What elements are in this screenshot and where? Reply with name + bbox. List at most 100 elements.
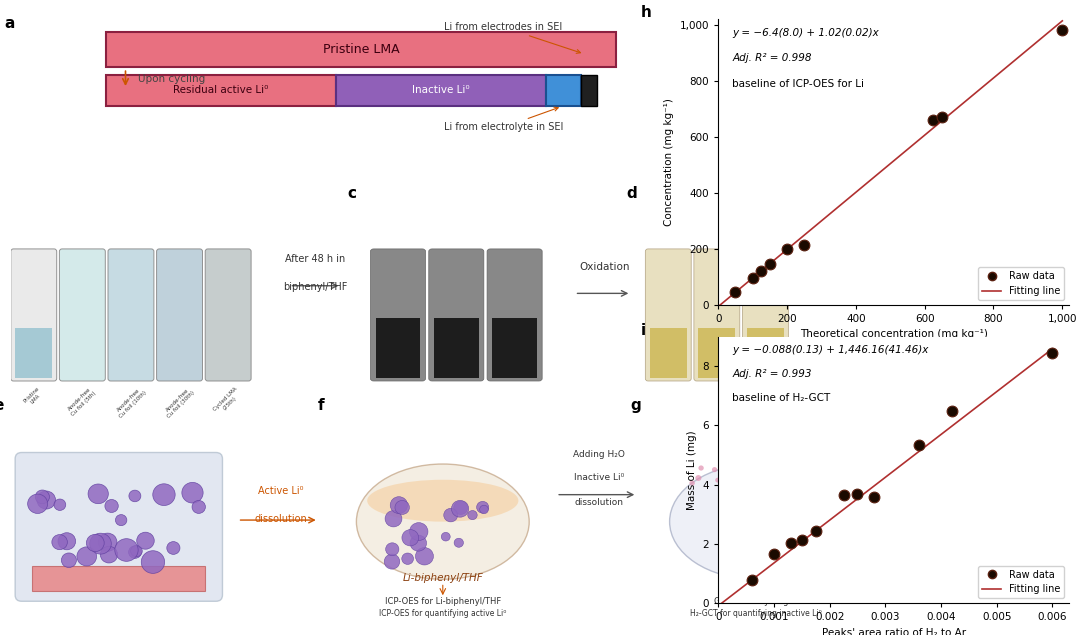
Circle shape xyxy=(754,495,758,500)
Circle shape xyxy=(100,546,118,563)
Ellipse shape xyxy=(670,464,842,579)
Text: a: a xyxy=(4,16,15,31)
Circle shape xyxy=(699,465,704,471)
Circle shape xyxy=(454,501,468,514)
Circle shape xyxy=(813,471,816,474)
Point xyxy=(1054,25,1071,36)
Text: baseline of H₂-GCT: baseline of H₂-GCT xyxy=(732,392,831,403)
Text: i: i xyxy=(642,323,646,338)
Circle shape xyxy=(89,484,108,504)
Point xyxy=(933,112,950,122)
Circle shape xyxy=(129,490,140,502)
Circle shape xyxy=(751,464,755,467)
Text: Adding H₂O: Adding H₂O xyxy=(573,450,625,459)
Circle shape xyxy=(451,500,469,517)
Circle shape xyxy=(731,486,735,490)
Circle shape xyxy=(793,469,797,472)
Circle shape xyxy=(444,509,458,522)
FancyBboxPatch shape xyxy=(157,249,203,381)
Circle shape xyxy=(739,496,743,500)
FancyBboxPatch shape xyxy=(376,318,420,378)
FancyBboxPatch shape xyxy=(646,249,691,381)
Text: Upon cycling: Upon cycling xyxy=(138,74,205,84)
FancyBboxPatch shape xyxy=(15,328,52,378)
Text: Cycled LMA
(25th): Cycled LMA (25th) xyxy=(213,386,243,416)
Circle shape xyxy=(744,471,750,477)
Circle shape xyxy=(773,483,779,488)
FancyBboxPatch shape xyxy=(107,75,336,107)
Text: Inactive Li⁰: Inactive Li⁰ xyxy=(575,473,624,482)
Legend: Raw data, Fitting line: Raw data, Fitting line xyxy=(978,566,1064,598)
Circle shape xyxy=(384,554,400,569)
Text: g: g xyxy=(631,398,642,413)
Text: d: d xyxy=(626,187,637,201)
Circle shape xyxy=(743,498,747,502)
Y-axis label: Concentration (mg kg⁻¹): Concentration (mg kg⁻¹) xyxy=(664,98,674,226)
Legend: Raw data, Fitting line: Raw data, Fitting line xyxy=(978,267,1064,300)
Ellipse shape xyxy=(356,464,529,579)
FancyBboxPatch shape xyxy=(429,249,484,381)
Circle shape xyxy=(753,469,759,476)
Circle shape xyxy=(152,484,175,505)
Text: baseline of ICP-OES for Li: baseline of ICP-OES for Li xyxy=(732,79,864,89)
FancyBboxPatch shape xyxy=(205,249,252,381)
Circle shape xyxy=(98,533,117,551)
Circle shape xyxy=(696,475,701,481)
Point xyxy=(835,490,852,500)
Circle shape xyxy=(402,553,414,565)
FancyBboxPatch shape xyxy=(693,249,740,381)
FancyBboxPatch shape xyxy=(59,249,106,381)
Circle shape xyxy=(416,547,433,565)
Circle shape xyxy=(28,494,48,514)
Text: ICP-OES for quantifying active Li⁰: ICP-OES for quantifying active Li⁰ xyxy=(379,610,507,618)
Circle shape xyxy=(786,470,792,476)
Circle shape xyxy=(131,545,143,557)
Circle shape xyxy=(181,483,203,503)
Circle shape xyxy=(129,546,141,558)
Point xyxy=(944,406,961,416)
X-axis label: Peaks' area ratio of H₂ to Ar: Peaks' area ratio of H₂ to Ar xyxy=(822,628,966,635)
Text: f: f xyxy=(318,398,324,413)
Text: After 48 h in: After 48 h in xyxy=(285,254,346,264)
Circle shape xyxy=(62,553,77,568)
Text: GC-MS for hydrogen: GC-MS for hydrogen xyxy=(714,597,798,606)
Text: ICP-OES for Li-biphenyl/THF: ICP-OES for Li-biphenyl/THF xyxy=(384,597,501,606)
Text: c: c xyxy=(348,187,356,201)
Circle shape xyxy=(166,542,180,554)
Circle shape xyxy=(802,486,808,491)
Circle shape xyxy=(52,535,67,550)
FancyBboxPatch shape xyxy=(747,328,784,378)
Circle shape xyxy=(141,551,164,573)
FancyBboxPatch shape xyxy=(107,32,616,67)
Circle shape xyxy=(386,511,402,527)
Circle shape xyxy=(793,460,797,463)
FancyBboxPatch shape xyxy=(699,328,735,378)
Point xyxy=(744,273,761,283)
Circle shape xyxy=(58,533,76,550)
FancyBboxPatch shape xyxy=(15,453,222,601)
Circle shape xyxy=(712,467,717,472)
Circle shape xyxy=(137,532,154,549)
FancyBboxPatch shape xyxy=(487,249,542,381)
Text: Li from electrodes in SEI: Li from electrodes in SEI xyxy=(444,22,580,53)
Circle shape xyxy=(797,459,800,463)
Circle shape xyxy=(105,500,119,512)
Text: Li-biphenyl/THF: Li-biphenyl/THF xyxy=(403,573,483,583)
Circle shape xyxy=(116,514,126,526)
Circle shape xyxy=(689,481,694,486)
Text: y = −6.4(8.0) + 1.02(0.02)x: y = −6.4(8.0) + 1.02(0.02)x xyxy=(732,28,879,37)
FancyBboxPatch shape xyxy=(650,328,687,378)
FancyBboxPatch shape xyxy=(108,249,154,381)
Circle shape xyxy=(781,480,788,487)
Circle shape xyxy=(715,478,720,483)
Point xyxy=(761,258,779,269)
Circle shape xyxy=(806,492,812,498)
Circle shape xyxy=(86,534,104,552)
Point xyxy=(727,287,744,297)
Text: h: h xyxy=(642,5,652,20)
Circle shape xyxy=(774,495,779,500)
Circle shape xyxy=(410,535,427,551)
Text: Hydrogen: Hydrogen xyxy=(731,517,781,526)
Point xyxy=(924,115,942,125)
Point xyxy=(782,538,799,549)
